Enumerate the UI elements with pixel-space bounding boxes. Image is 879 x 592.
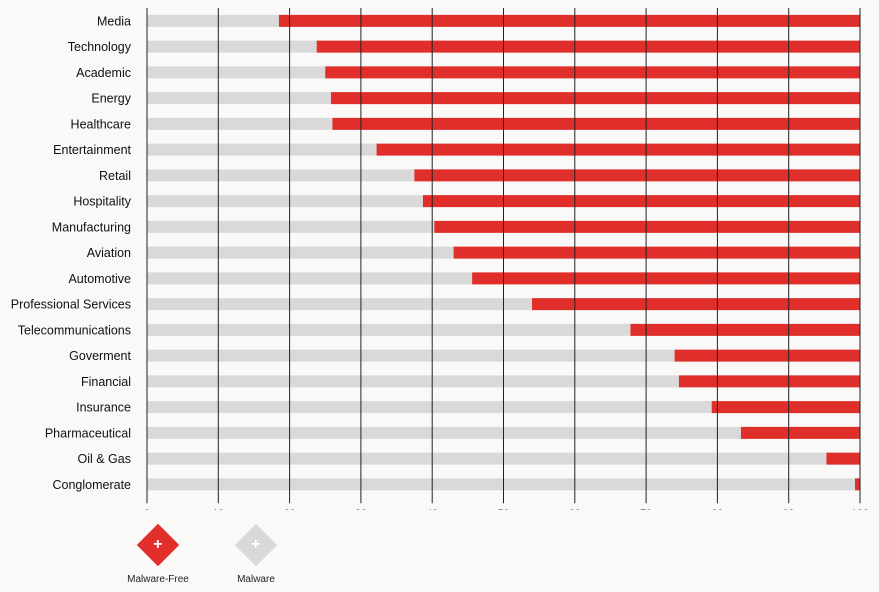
x-tick-label-100: 100 xyxy=(851,507,869,510)
bar-malware-free-healthcare xyxy=(332,117,860,130)
bar-malware-free-entertainment xyxy=(376,143,860,156)
x-tick-label-10: 10 xyxy=(212,507,224,510)
legend-swatch-malware-free: + xyxy=(136,523,180,567)
legend-item-malware-free: + Malware-Free xyxy=(118,523,198,585)
category-label-financial: Financial xyxy=(81,375,131,389)
category-label-aviation: Aviation xyxy=(87,246,131,260)
category-label-healthcare: Healthcare xyxy=(71,117,131,131)
category-label-pharmaceutical: Pharmaceutical xyxy=(45,426,131,440)
x-tick-label-30: 30 xyxy=(355,507,367,510)
category-label-retail: Retail xyxy=(99,169,131,183)
bar-malware-free-technology xyxy=(316,40,861,53)
bar-malware-hospitality xyxy=(147,195,423,208)
bar-malware-academic xyxy=(147,66,326,79)
bar-malware-aviation xyxy=(147,246,454,259)
bar-malware-energy xyxy=(147,92,331,105)
bar-malware-free-hospitality xyxy=(422,195,860,208)
x-tick-label-90: 90 xyxy=(783,507,795,510)
bar-malware-retail xyxy=(147,169,415,182)
legend: + Malware-Free + Malware xyxy=(118,523,296,585)
bar-malware-free-academic xyxy=(325,66,860,79)
category-label-goverment: Goverment xyxy=(69,349,131,363)
bar-malware-entertainment xyxy=(147,143,377,156)
category-label-technology: Technology xyxy=(68,40,132,54)
bar-malware-free-professional-services xyxy=(532,298,860,311)
bar-malware-free-telecommunications xyxy=(630,323,860,336)
category-label-energy: Energy xyxy=(91,92,131,106)
plus-icon: + xyxy=(251,536,261,553)
legend-swatch-malware: + xyxy=(234,523,278,567)
x-tick-label-70: 70 xyxy=(640,507,652,510)
category-label-entertainment: Entertainment xyxy=(53,143,131,157)
x-tick-label-40: 40 xyxy=(426,507,438,510)
bar-malware-oil-gas xyxy=(147,452,827,465)
category-label-hospitality: Hospitality xyxy=(73,195,131,209)
category-label-manufacturing: Manufacturing xyxy=(52,220,131,234)
bar-malware-telecommunications xyxy=(147,323,631,336)
x-tick-label-80: 80 xyxy=(712,507,724,510)
category-label-conglomerate: Conglomerate xyxy=(52,478,131,492)
legend-label-malware-free: Malware-Free xyxy=(127,574,189,585)
bar-malware-pharmaceutical xyxy=(147,426,741,439)
bar-malware-professional-services xyxy=(147,298,533,311)
bar-malware-technology xyxy=(147,40,317,53)
bar-malware-manufacturing xyxy=(147,220,435,233)
bar-malware-healthcare xyxy=(147,117,333,130)
bar-chart: Media Technology Academic Energy Healthcare E… xyxy=(11,8,869,519)
category-label-insurance: Insurance xyxy=(76,401,131,415)
bar-malware-conglomerate xyxy=(147,478,856,491)
bar-malware-free-manufacturing xyxy=(434,220,860,233)
bar-malware-media xyxy=(147,14,279,27)
x-tick-label-60: 60 xyxy=(569,507,581,510)
bar-malware-free-media xyxy=(278,14,860,27)
category-label-oil-gas: Oil & Gas xyxy=(78,452,132,466)
bar-malware-free-energy xyxy=(330,92,861,105)
plus-icon: + xyxy=(153,536,163,553)
bar-malware-financial xyxy=(147,375,679,388)
bar-malware-free-goverment xyxy=(674,349,860,362)
x-tick-label-20: 20 xyxy=(284,507,296,510)
category-label-professional-services: Professional Services xyxy=(11,298,131,312)
bar-malware-free-pharmaceutical xyxy=(740,426,860,439)
category-label-media: Media xyxy=(97,14,131,28)
bar-malware-automotive xyxy=(147,272,473,285)
category-label-academic: Academic xyxy=(76,66,131,80)
category-label-telecommunications: Telecommunications xyxy=(18,323,131,337)
bar-malware-free-oil-gas xyxy=(826,452,860,465)
bar-malware-free-financial xyxy=(678,375,860,388)
bar-malware-goverment xyxy=(147,349,675,362)
legend-label-malware: Malware xyxy=(237,574,275,585)
bar-malware-insurance xyxy=(147,401,712,414)
x-tick-label-50: 50 xyxy=(498,507,510,510)
legend-item-malware: + Malware xyxy=(216,523,296,585)
bar-malware-free-insurance xyxy=(711,401,860,414)
x-tick-label-0: 0 xyxy=(144,507,150,510)
bar-malware-free-aviation xyxy=(453,246,860,259)
bar-malware-free-automotive xyxy=(472,272,860,285)
bar-malware-free-retail xyxy=(414,169,860,182)
bar-malware-free-conglomerate xyxy=(855,478,860,491)
category-label-automotive: Automotive xyxy=(68,272,131,286)
